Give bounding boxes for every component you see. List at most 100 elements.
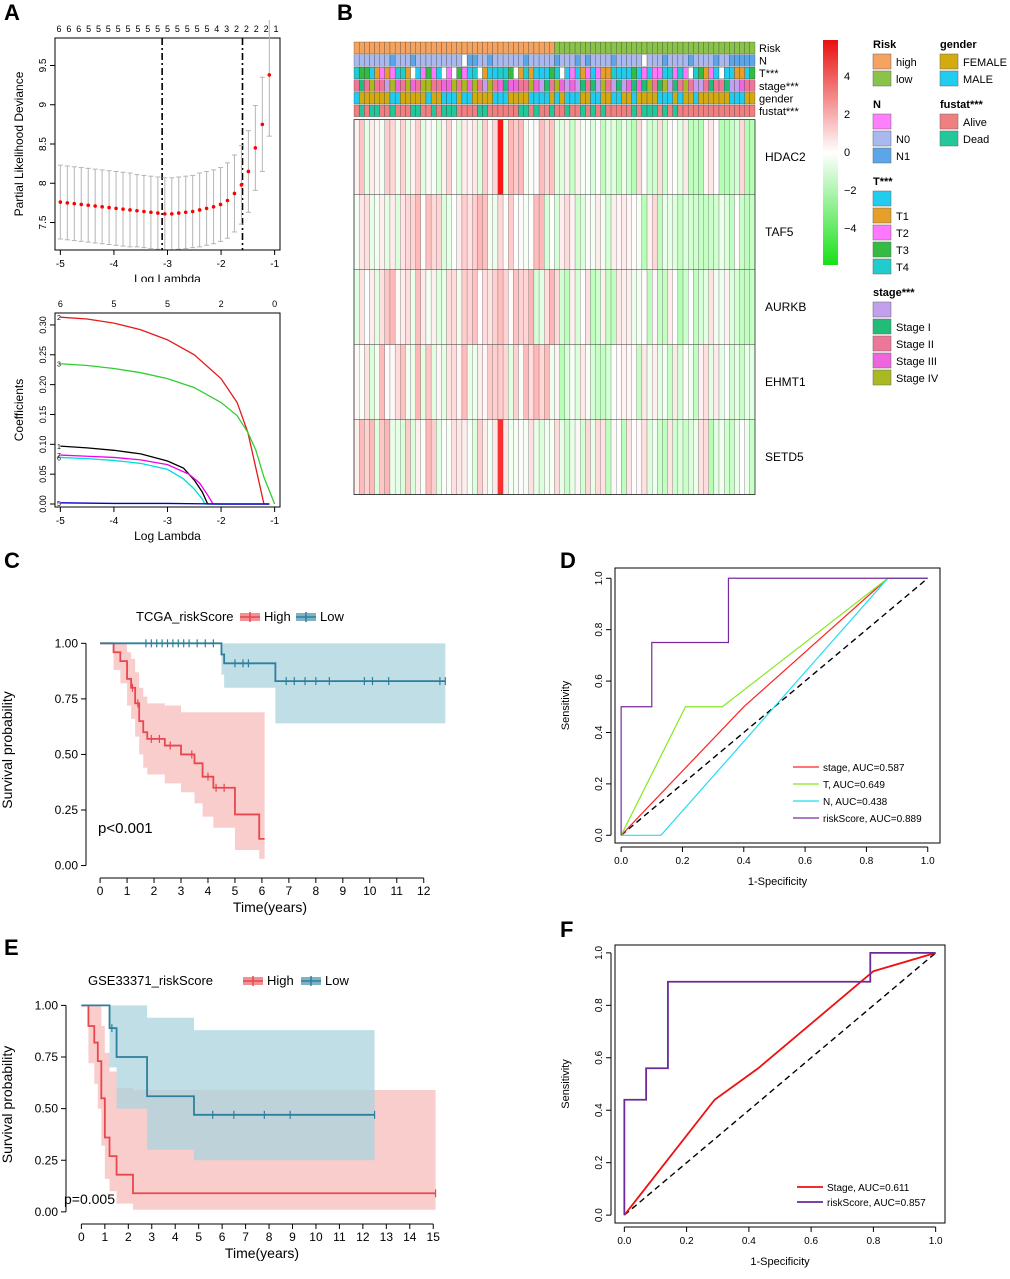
- heatmap-cell: [410, 194, 416, 270]
- annotation-cell: [677, 67, 684, 79]
- heatmap-cell: [698, 194, 704, 270]
- heatmap-cell: [513, 119, 519, 195]
- annotation-cell: [554, 92, 560, 105]
- heatmap-cell: [436, 344, 442, 420]
- annotation-cell: [358, 104, 365, 117]
- heatmap-cell: [508, 344, 514, 420]
- annotation-cell: [724, 41, 730, 54]
- annotation-cell: [636, 92, 643, 105]
- x-tick-label: 1.0: [929, 1236, 943, 1247]
- annotation-cell: [528, 67, 535, 79]
- heatmap-cell: [698, 269, 704, 345]
- annotation-cell: [389, 92, 396, 105]
- annotation-cell: [451, 54, 457, 67]
- heatmap-cell: [621, 194, 627, 270]
- annotation-cell: [369, 79, 375, 92]
- annotation-cell: [652, 79, 658, 92]
- x-tick-label: -1: [270, 259, 279, 270]
- annotation-cell: [538, 92, 545, 105]
- annotation-cell: [549, 104, 555, 117]
- legend-swatch: [872, 369, 892, 386]
- heatmap-cell: [456, 344, 463, 420]
- x-tick-label: 7: [286, 884, 293, 898]
- x-tick-label: 0.0: [614, 856, 628, 867]
- heatmap-cell: [564, 119, 571, 195]
- annotation-cell: [610, 79, 617, 92]
- y-axis-title: Partial Likelihood Deviance: [12, 71, 26, 216]
- heatmap-cell: [410, 344, 416, 420]
- heatmap-cell: [364, 269, 370, 345]
- heatmap-cell: [549, 344, 555, 420]
- annotation-cell: [574, 79, 581, 92]
- heatmap-cell: [502, 344, 509, 420]
- top-axis-label: 5: [116, 24, 121, 34]
- heatmap-cell: [621, 119, 627, 195]
- heatmap-cell: [384, 269, 391, 345]
- heatmap-cell: [564, 194, 571, 270]
- heatmap-cell: [497, 419, 504, 495]
- heatmap-cell: [538, 194, 545, 270]
- heatmap-cell: [688, 269, 694, 345]
- annotation-cell: [729, 92, 735, 105]
- deviance-point: [72, 201, 77, 206]
- heatmap-cell: [436, 419, 442, 495]
- legend-title: T***: [873, 176, 893, 188]
- heatmap-cell: [487, 194, 493, 270]
- heatmap-cell: [667, 344, 673, 420]
- annotation-cell: [384, 54, 391, 67]
- heatmap-cell: [657, 419, 663, 495]
- x-tick-label: -3: [163, 259, 172, 270]
- heatmap-cell: [384, 419, 391, 495]
- deviance-point: [93, 204, 97, 208]
- annotation-cell: [682, 67, 689, 79]
- annotation-cell: [513, 104, 519, 117]
- annotation-cell: [523, 104, 529, 117]
- heatmap-cell: [559, 269, 565, 345]
- annotation-cell: [646, 41, 653, 54]
- annotation-cell: [446, 67, 452, 79]
- annotation-cell: [472, 54, 478, 67]
- heatmap-cell: [410, 119, 416, 195]
- annotation-cell: [739, 79, 745, 92]
- confidence-band: [100, 643, 446, 724]
- x-tick-label: 5: [195, 1230, 202, 1244]
- annotation-cell: [724, 92, 730, 105]
- heatmap-cell: [590, 419, 596, 495]
- annotation-cell: [600, 41, 607, 54]
- heatmap-cell: [616, 194, 622, 270]
- annotation-cell: [554, 79, 560, 92]
- x-tick-label: -3: [163, 516, 172, 527]
- annotation-cell: [379, 79, 385, 92]
- x-tick-label: 1: [101, 1230, 108, 1244]
- heatmap-cell: [405, 119, 411, 195]
- gse33371-roc-chart: 0.0 0.2 0.4 0.6 0.8 1.0 0.0 0.2 0.4 0.6 0.8 1.0 1-Sp…: [560, 944, 946, 1268]
- heatmap-cell: [518, 269, 524, 345]
- annotation-cell: [430, 67, 437, 79]
- heatmap-cell: [533, 419, 540, 495]
- annotation-cell: [492, 104, 499, 117]
- heatmap-cell: [595, 194, 601, 270]
- x-tick-label: 10: [309, 1230, 323, 1244]
- annotation-cell: [580, 92, 586, 105]
- deviance-point: [197, 208, 202, 212]
- annotation-cell: [544, 104, 550, 117]
- annotation-cell: [718, 54, 725, 67]
- heatmap-cell: [415, 119, 421, 195]
- heatmap-cell: [513, 344, 519, 420]
- x-tick-label: 8: [313, 884, 320, 898]
- heatmap-cell: [749, 269, 756, 345]
- annotation-cell: [564, 54, 571, 67]
- annotation-cell: [729, 79, 735, 92]
- annotation-cell: [626, 92, 632, 105]
- heatmap-cell: [616, 419, 622, 495]
- y-tick-label: 0.8: [594, 998, 605, 1012]
- annotation-cell: [729, 67, 735, 79]
- legend-item-label: T4: [896, 262, 909, 274]
- annotation-cell: [477, 41, 483, 54]
- annotation-cell: [508, 92, 514, 105]
- top-axis-label: 1: [273, 24, 278, 34]
- annotation-cell: [508, 79, 514, 92]
- legend-swatch: [872, 53, 892, 70]
- heatmap-cell: [533, 194, 540, 270]
- heatmap-cell: [533, 344, 540, 420]
